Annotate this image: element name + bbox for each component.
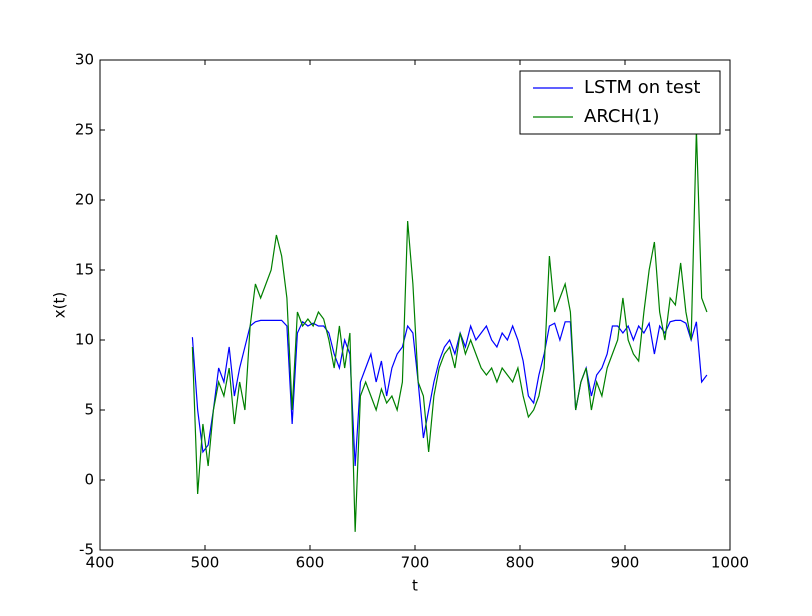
y-tick-label: -5 (79, 541, 94, 559)
x-axis-label: t (412, 577, 418, 595)
y-tick-label: 30 (75, 51, 94, 69)
y-tick-label: 25 (75, 121, 94, 139)
plot-frame (99, 59, 731, 551)
x-tick-label: 1000 (711, 554, 749, 572)
y-tick-label: 20 (75, 191, 94, 209)
y-tick-label: 5 (84, 401, 94, 419)
series-line (191, 129, 708, 532)
y-tick-label: 0 (84, 471, 94, 489)
x-tick-label: 500 (191, 554, 220, 572)
x-tick-label: 900 (611, 554, 640, 572)
series-line (191, 319, 708, 467)
x-tick-label: 800 (506, 554, 535, 572)
legend-box (519, 70, 721, 135)
legend-label: LSTM on test (584, 77, 700, 98)
y-axis-label: x(t) (51, 292, 69, 318)
y-tick-label: 15 (75, 261, 94, 279)
x-tick-label: 700 (401, 554, 430, 572)
x-tick-label: 400 (86, 554, 115, 572)
y-tick-label: 10 (75, 331, 94, 349)
x-tick-label: 600 (296, 554, 325, 572)
legend-label: ARCH(1) (584, 106, 660, 127)
